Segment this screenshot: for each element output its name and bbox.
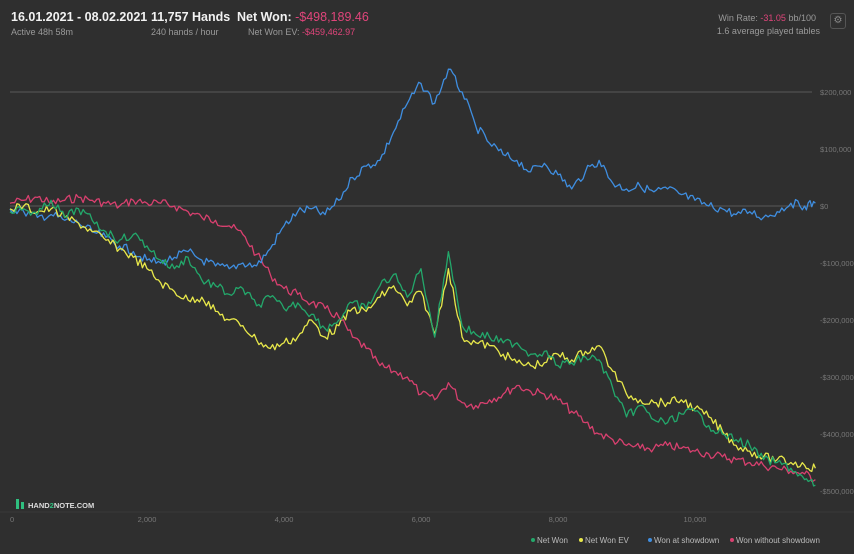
series-line-net-won xyxy=(9,199,816,487)
legend-label: Won without showdown xyxy=(736,536,820,545)
series-line-won-at-showdown xyxy=(9,68,816,270)
net-won-ev-label: Net Won EV: xyxy=(248,27,300,37)
active-time: Active 48h 58m xyxy=(11,27,74,37)
x-tick-label: 10,000 xyxy=(684,515,707,524)
legend-label: Net Won EV xyxy=(585,536,630,545)
y-tick-label: $0 xyxy=(820,202,828,211)
x-tick-label: 8,000 xyxy=(549,515,568,524)
legend-marker xyxy=(730,538,734,542)
series-line-net-won-ev xyxy=(9,203,816,473)
legend-label: Net Won xyxy=(537,536,568,545)
x-tick-label: 0 xyxy=(10,515,14,524)
win-rate-value: -31.05 xyxy=(760,13,786,23)
win-rate-unit: bb/100 xyxy=(788,13,816,23)
win-rate: Win Rate: -31.05 bb/100 xyxy=(718,13,816,23)
legend-label: Won at showdown xyxy=(654,536,719,545)
legend-marker xyxy=(648,538,652,542)
legend-marker xyxy=(579,538,583,542)
logo-text-mid: 2 xyxy=(50,501,54,510)
y-tick-label: $200,000 xyxy=(820,88,851,97)
x-tick-label: 6,000 xyxy=(412,515,431,524)
y-tick-label: -$400,000 xyxy=(820,430,854,439)
net-won-ev-summary: Net Won EV: -$459,462.97 xyxy=(248,27,355,37)
y-tick-label: -$100,000 xyxy=(820,259,854,268)
net-won-value: -$498,189.46 xyxy=(295,10,369,24)
net-won-label: Net Won: xyxy=(237,10,292,24)
y-tick-label: -$500,000 xyxy=(820,487,854,496)
logo-text: HAND2NOTE.COM xyxy=(28,501,94,510)
hands-count: 11,757 Hands xyxy=(151,10,231,24)
win-rate-label: Win Rate: xyxy=(718,13,758,23)
net-won-summary: Net Won: -$498,189.46 xyxy=(237,10,369,24)
gear-icon[interactable]: ⚙ xyxy=(830,13,846,29)
y-tick-label: -$300,000 xyxy=(820,373,854,382)
y-tick-label: -$200,000 xyxy=(820,316,854,325)
logo-text-left: HAND xyxy=(28,501,50,510)
x-tick-label: 2,000 xyxy=(138,515,157,524)
net-won-ev-value: -$459,462.97 xyxy=(302,27,356,37)
x-tick-label: 4,000 xyxy=(275,515,294,524)
y-tick-label: $100,000 xyxy=(820,145,851,154)
legend-marker xyxy=(531,538,535,542)
logo-text-right: NOTE.COM xyxy=(54,501,94,510)
date-range[interactable]: 16.01.2021 - 08.02.2021 xyxy=(11,10,148,24)
logo-mark xyxy=(21,502,24,509)
logo-mark xyxy=(16,499,19,509)
hands-per-hour: 240 hands / hour xyxy=(151,27,219,37)
average-tables: 1.6 average played tables xyxy=(716,26,820,36)
series-line-won-without-showdown xyxy=(9,193,816,483)
